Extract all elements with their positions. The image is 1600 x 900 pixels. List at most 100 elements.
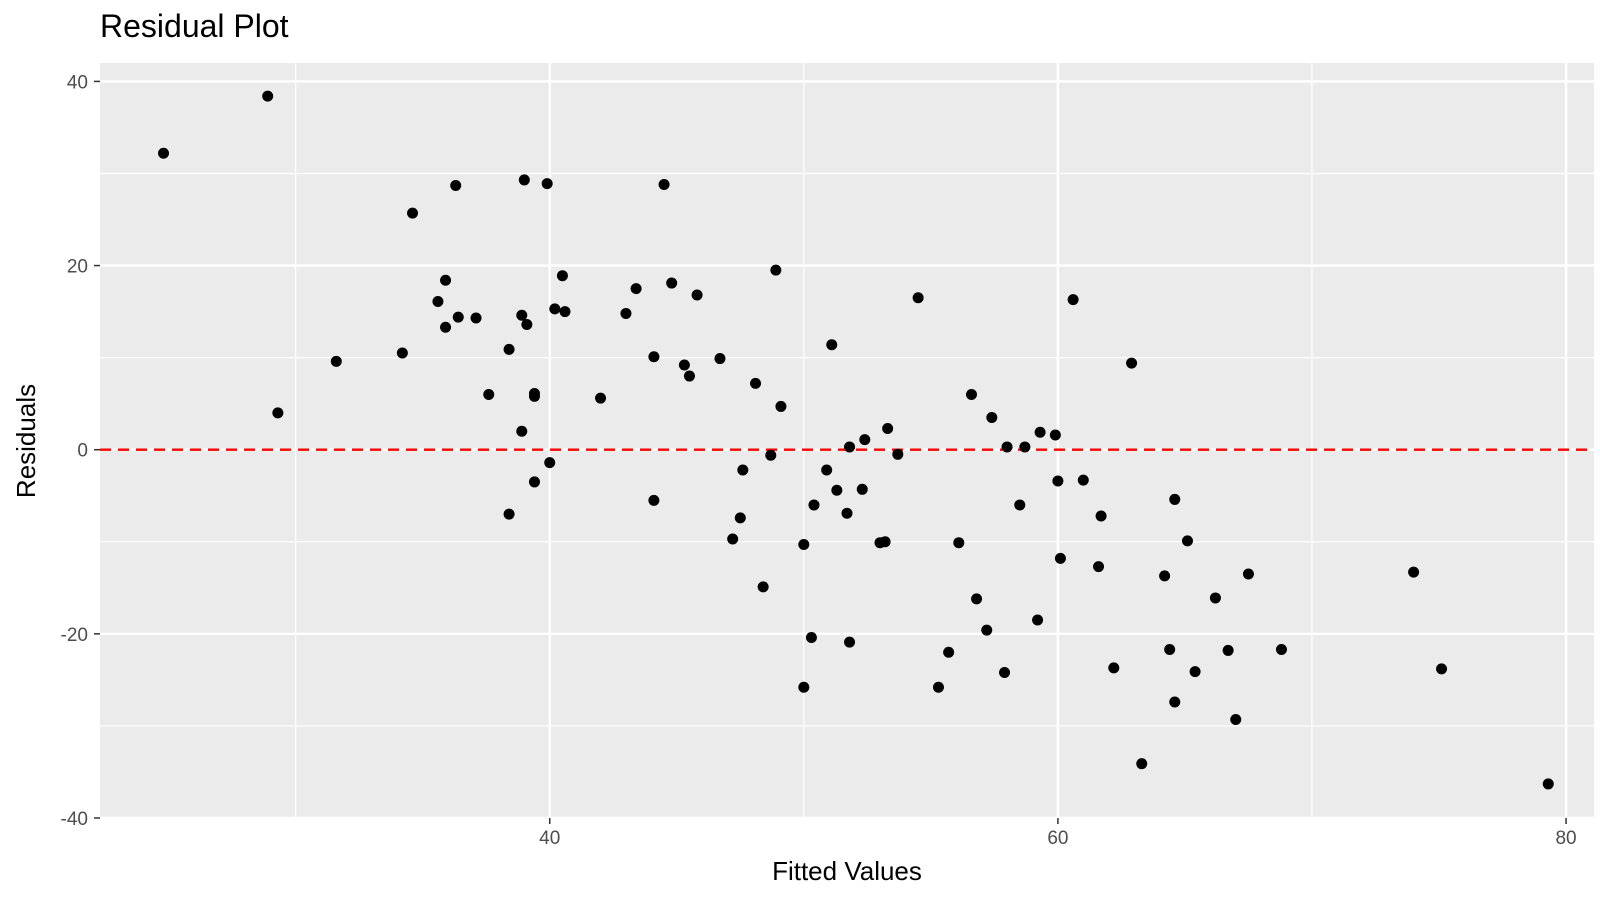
x-tick-label: 60 <box>1047 828 1068 849</box>
data-point <box>516 425 528 437</box>
data-point <box>330 355 342 367</box>
data-point <box>1034 426 1046 438</box>
minor-gridlines <box>100 63 1594 818</box>
data-point <box>1169 696 1181 708</box>
data-point <box>821 464 833 476</box>
data-point <box>826 339 838 351</box>
data-point <box>556 270 568 282</box>
data-point <box>844 636 856 648</box>
data-point <box>549 303 561 315</box>
data-point <box>808 499 820 511</box>
data-point <box>432 295 444 307</box>
data-point <box>999 667 1011 679</box>
data-point <box>892 448 904 460</box>
data-point <box>1542 778 1554 790</box>
data-point <box>859 434 871 446</box>
data-point <box>262 90 274 102</box>
data-point <box>658 179 670 191</box>
data-point <box>691 289 703 301</box>
data-point <box>678 359 690 371</box>
data-point <box>831 484 843 496</box>
data-point <box>1077 474 1089 486</box>
data-point <box>879 536 891 548</box>
data-point <box>1181 535 1193 547</box>
data-point <box>452 311 464 323</box>
y-axis-ticks: -40 -20 0 20 40 <box>61 72 100 830</box>
data-point <box>943 646 955 658</box>
data-point <box>620 307 632 319</box>
data-point <box>981 624 993 636</box>
data-point <box>1189 666 1201 678</box>
data-point <box>844 441 856 453</box>
y-tick-label: -40 <box>61 809 88 830</box>
data-point <box>932 681 944 693</box>
data-point <box>1222 644 1234 656</box>
data-point <box>798 681 810 693</box>
data-point <box>648 494 660 506</box>
data-point <box>1054 552 1066 564</box>
data-point <box>559 306 571 318</box>
data-point <box>595 392 607 404</box>
data-point <box>727 533 739 545</box>
data-point <box>856 483 868 495</box>
data-point <box>1275 644 1287 656</box>
data-point <box>1164 644 1176 656</box>
data-point <box>1052 475 1064 487</box>
data-point <box>666 277 678 289</box>
data-point <box>1136 758 1148 770</box>
data-point <box>1049 429 1061 441</box>
data-point <box>1230 713 1242 725</box>
data-point <box>541 178 553 190</box>
data-point <box>1436 663 1448 675</box>
y-tick-label: 40 <box>67 72 88 93</box>
data-point <box>396 347 408 359</box>
data-point <box>750 377 762 389</box>
data-point <box>407 207 419 219</box>
data-point <box>1095 510 1107 522</box>
data-point <box>158 147 170 159</box>
data-point <box>1159 570 1171 582</box>
data-point <box>953 537 965 549</box>
x-tick-label: 40 <box>539 828 560 849</box>
data-point <box>737 464 749 476</box>
data-point <box>503 508 515 520</box>
x-axis-title: Fitted Values <box>772 856 922 886</box>
data-point <box>450 179 462 191</box>
data-point <box>734 512 746 524</box>
data-point <box>1169 493 1181 505</box>
data-point <box>528 476 540 488</box>
data-point <box>440 321 452 333</box>
plot-panel <box>100 63 1594 818</box>
data-point <box>528 390 540 402</box>
data-point <box>775 400 787 412</box>
data-point <box>757 581 769 593</box>
data-point <box>521 318 533 330</box>
data-point <box>1001 441 1013 453</box>
data-point <box>470 312 482 324</box>
data-points <box>158 90 1554 790</box>
data-point <box>1126 357 1138 369</box>
x-axis-ticks: 40 60 80 <box>539 818 1577 849</box>
data-point <box>1093 561 1105 573</box>
data-point <box>1108 662 1120 674</box>
data-point <box>503 343 515 355</box>
data-point <box>1019 441 1031 453</box>
data-point <box>798 539 810 551</box>
data-point <box>971 593 983 605</box>
data-point <box>1209 592 1221 604</box>
chart-title: Residual Plot <box>100 8 289 44</box>
data-point <box>483 388 495 400</box>
data-point <box>516 309 528 321</box>
data-point <box>966 388 977 400</box>
data-point <box>882 423 894 435</box>
data-point <box>272 407 284 419</box>
data-point <box>1014 499 1026 511</box>
data-point <box>544 457 556 469</box>
x-tick-label: 80 <box>1555 828 1576 849</box>
data-point <box>986 411 998 423</box>
data-point <box>440 274 452 286</box>
y-tick-label: -20 <box>61 625 88 646</box>
data-point <box>805 632 817 644</box>
data-point <box>648 351 660 363</box>
